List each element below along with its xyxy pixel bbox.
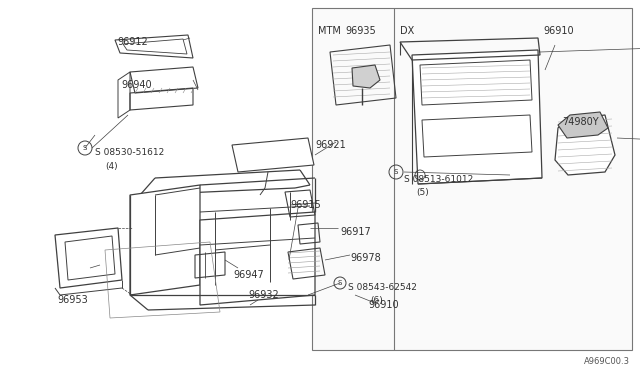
Text: 96932: 96932 bbox=[248, 290, 279, 300]
Text: 96912: 96912 bbox=[117, 37, 148, 47]
Polygon shape bbox=[558, 112, 608, 138]
Text: S: S bbox=[338, 280, 342, 286]
Text: 96953: 96953 bbox=[57, 295, 88, 305]
Text: 96935: 96935 bbox=[345, 26, 376, 36]
Text: (4): (4) bbox=[105, 162, 118, 171]
Polygon shape bbox=[352, 65, 380, 88]
Text: 96940: 96940 bbox=[121, 80, 152, 90]
Text: S: S bbox=[83, 145, 87, 151]
Polygon shape bbox=[130, 185, 200, 295]
Text: 96915: 96915 bbox=[290, 200, 321, 210]
Text: 96917: 96917 bbox=[340, 227, 371, 237]
Text: 74980Y: 74980Y bbox=[562, 117, 598, 127]
Text: 96910: 96910 bbox=[543, 26, 573, 36]
Polygon shape bbox=[200, 212, 315, 305]
Text: (5): (5) bbox=[416, 188, 429, 197]
Polygon shape bbox=[412, 50, 542, 184]
Text: 96910: 96910 bbox=[368, 300, 399, 310]
Text: S 08530-51612: S 08530-51612 bbox=[95, 148, 164, 157]
Text: 96921: 96921 bbox=[315, 140, 346, 150]
Bar bbox=[312, 8, 632, 350]
Text: 96978: 96978 bbox=[350, 253, 381, 263]
Polygon shape bbox=[55, 228, 122, 288]
Text: A969C00.3: A969C00.3 bbox=[584, 357, 630, 366]
Text: 96947: 96947 bbox=[233, 270, 264, 280]
Text: S: S bbox=[394, 169, 398, 175]
Polygon shape bbox=[555, 115, 615, 175]
Text: (6): (6) bbox=[370, 296, 383, 305]
Text: S 08543-62542: S 08543-62542 bbox=[348, 283, 417, 292]
Text: S 08513-61012: S 08513-61012 bbox=[404, 175, 473, 184]
Text: MTM: MTM bbox=[318, 26, 341, 36]
Polygon shape bbox=[232, 138, 314, 172]
Text: DX: DX bbox=[400, 26, 414, 36]
